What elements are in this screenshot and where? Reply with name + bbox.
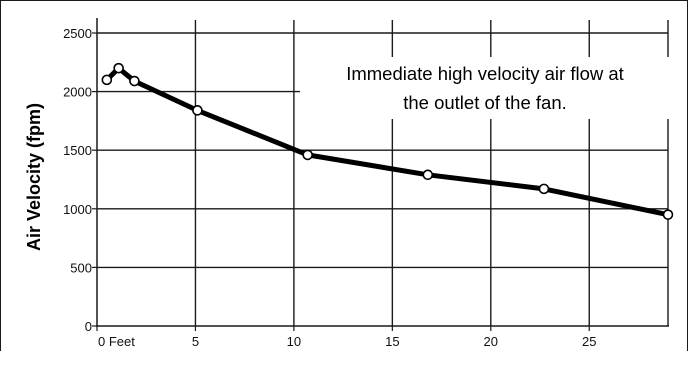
y-axis-title: Air Velocity (fpm) [24, 103, 44, 251]
data-point [129, 75, 140, 87]
data-point [422, 169, 434, 181]
data-point [302, 149, 313, 161]
y-tick-label: 2000 [63, 85, 92, 100]
data-point [662, 209, 674, 220]
annotation-line-1: Immediate high velocity air flow at [346, 63, 624, 84]
data-point [113, 62, 124, 74]
x-tick-label: 25 [582, 334, 596, 349]
series [101, 62, 674, 220]
data-point [101, 74, 113, 86]
x-tick-label: 10 [287, 334, 301, 349]
y-tick-label: 0 [85, 319, 92, 334]
y-tick-label: 1000 [63, 202, 92, 217]
x-tick-label: 15 [385, 334, 399, 349]
annotation-background [300, 57, 670, 119]
y-tick-label: 2500 [63, 26, 92, 41]
y-tick-label: 500 [70, 260, 92, 275]
data-point [192, 105, 203, 116]
x-ticks: 0 Feet 5 10 15 20 25 [96, 326, 596, 349]
annotation: Immediate high velocity air flow at the … [300, 57, 670, 119]
x-tick-label: 5 [192, 334, 199, 349]
y-tick-label: 1500 [63, 143, 92, 158]
x-tick-label: 20 [484, 334, 498, 349]
x-tick-label: 0 Feet [98, 334, 135, 349]
annotation-line-2: the outlet of the fan. [403, 92, 567, 113]
data-point [538, 183, 550, 195]
axes [96, 18, 669, 327]
y-ticks: 0 500 1000 1500 2000 2500 [63, 26, 97, 334]
